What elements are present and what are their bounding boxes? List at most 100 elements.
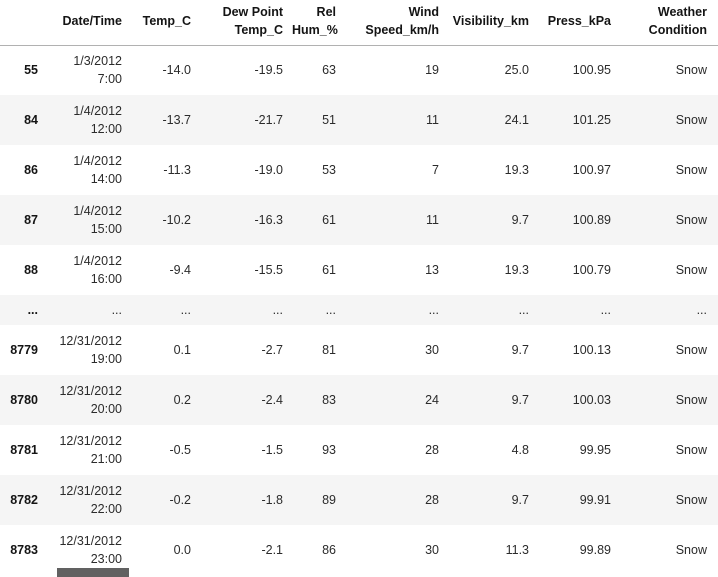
cell-dew-point-temp-c: -16.3 <box>254 213 284 227</box>
cell-temp-c: -10.2 <box>162 213 192 227</box>
cell-weather-condition: Snow <box>675 543 707 557</box>
cell-press-kpa: 100.97 <box>572 163 611 177</box>
cell-weather-condition: Snow <box>675 393 707 407</box>
cell-rel-hum: 89 <box>322 493 336 507</box>
cell-visibility-km: 24.1 <box>504 113 529 127</box>
cell-date-time: 1/3/2012 7:00 <box>73 54 122 87</box>
cell-press-kpa: 99.89 <box>579 543 611 557</box>
cell-date-time: 12/31/2012 20:00 <box>59 384 122 416</box>
cell-date-time: 1/4/2012 14:00 <box>73 154 122 186</box>
column-header-date-time: Date/Time <box>48 0 131 46</box>
cell-press-kpa: 99.91 <box>579 493 611 507</box>
cell-weather-condition: Snow <box>675 63 707 78</box>
cell-rel-hum: 93 <box>322 443 336 457</box>
cell-visibility-km: 11.3 <box>505 543 529 557</box>
cell-weather-condition: ... <box>696 303 707 317</box>
cell-date-time: 12/31/2012 19:00 <box>59 334 122 366</box>
table-row: 86 1/4/2012 14:00 -11.3 -19.0 53 7 19.3 100.97 S… <box>0 145 718 195</box>
cell-weather-condition: Snow <box>675 343 707 357</box>
row-index: 8779 <box>10 343 38 357</box>
cell-press-kpa: ... <box>600 303 611 317</box>
cell-weather-condition: Snow <box>675 113 707 127</box>
cell-date-time: 1/4/2012 15:00 <box>73 204 122 236</box>
table-row: 8783 12/31/2012 23:00 0.0 -2.1 86 30 11.3 99.89… <box>0 525 718 575</box>
row-index: 8782 <box>10 493 38 507</box>
cell-date-time: 1/4/2012 12:00 <box>73 104 122 136</box>
table-row: 8780 12/31/2012 20:00 0.2 -2.4 83 24 9.7 100.03… <box>0 375 718 425</box>
cell-date-time: 12/31/2012 23:00 <box>59 534 122 566</box>
row-index: 8783 <box>10 543 38 557</box>
column-header-dew-point-temp-c: Dew Point Temp_C <box>200 0 292 46</box>
cell-wind-speed-km-h: 11 <box>426 213 439 227</box>
cell-visibility-km: 19.3 <box>504 263 529 277</box>
horizontal-scrollbar-thumb[interactable] <box>57 568 129 577</box>
cell-wind-speed-km-h: 30 <box>425 543 439 557</box>
cell-visibility-km: 9.7 <box>511 393 529 407</box>
column-header-temp-c: Temp_C <box>131 0 200 46</box>
cell-weather-condition: Snow <box>675 263 707 277</box>
cell-visibility-km: 9.7 <box>511 343 529 357</box>
cell-dew-point-temp-c: -19.0 <box>254 163 284 177</box>
cell-temp-c: -14.0 <box>162 63 192 78</box>
cell-visibility-km: 9.7 <box>511 493 529 507</box>
cell-rel-hum: 81 <box>322 343 336 357</box>
cell-weather-condition: Snow <box>675 493 707 507</box>
cell-rel-hum: 83 <box>322 393 336 407</box>
cell-temp-c: 0.1 <box>173 343 191 357</box>
cell-wind-speed-km-h: 24 <box>425 393 439 407</box>
column-header-weather-condition: Weather Condition <box>620 0 718 46</box>
cell-rel-hum: 61 <box>322 263 336 277</box>
table-header: Date/Time Temp_C Dew Point Temp_C Rel Hum_%… <box>0 0 718 46</box>
cell-press-kpa: 100.03 <box>572 393 611 407</box>
cell-weather-condition: Snow <box>675 443 707 457</box>
table-row: 8779 12/31/2012 19:00 0.1 -2.7 81 30 9.7 100.13… <box>0 325 718 375</box>
cell-visibility-km: 9.7 <box>511 213 529 227</box>
cell-rel-hum: 51 <box>322 113 336 127</box>
cell-wind-speed-km-h: ... <box>428 303 439 317</box>
table-row: 55 1/3/2012 7:00 -14.0 -19.5 63 19 25.0 100.95 S… <box>0 45 718 95</box>
cell-visibility-km: 25.0 <box>504 63 529 78</box>
row-index: 88 <box>24 263 38 277</box>
cell-rel-hum: 86 <box>322 543 336 557</box>
column-header-visibility-km: Visibility_km <box>448 0 538 46</box>
table-row: 84 1/4/2012 12:00 -13.7 -21.7 51 11 24.1 101.25… <box>0 95 718 145</box>
cell-dew-point-temp-c: -1.8 <box>261 493 283 507</box>
table-body: 55 1/3/2012 7:00 -14.0 -19.5 63 19 25.0 100.95 S… <box>0 45 718 575</box>
cell-date-time: 12/31/2012 21:00 <box>59 434 122 466</box>
cell-temp-c: 0.0 <box>173 543 191 557</box>
cell-rel-hum: 63 <box>322 63 336 78</box>
cell-press-kpa: 100.95 <box>572 63 611 78</box>
cell-visibility-km: 19.3 <box>504 163 529 177</box>
cell-date-time: ... <box>111 303 122 317</box>
table-row: 88 1/4/2012 16:00 -9.4 -15.5 61 13 19.3 100.79 S… <box>0 245 718 295</box>
cell-visibility-km: ... <box>518 303 529 317</box>
cell-temp-c: -9.4 <box>169 263 191 277</box>
cell-press-kpa: 99.95 <box>579 443 611 457</box>
table-row: 8782 12/31/2012 22:00 -0.2 -1.8 89 28 9.7 99.91… <box>0 475 718 525</box>
cell-wind-speed-km-h: 28 <box>425 493 439 507</box>
row-index: 8781 <box>10 443 38 457</box>
row-index: 55 <box>24 63 38 78</box>
row-index: 84 <box>24 113 38 127</box>
cell-weather-condition: Snow <box>675 163 707 177</box>
cell-wind-speed-km-h: 11 <box>426 113 439 127</box>
cell-dew-point-temp-c: -21.7 <box>254 113 284 127</box>
column-header-index <box>0 0 48 46</box>
cell-press-kpa: 100.89 <box>572 213 611 227</box>
cell-weather-condition: Snow <box>675 213 707 227</box>
cell-dew-point-temp-c: -1.5 <box>261 443 283 457</box>
cell-temp-c: -0.2 <box>169 493 191 507</box>
row-index: 8780 <box>10 393 38 407</box>
column-header-rel-hum: Rel Hum_% <box>292 0 345 46</box>
cell-dew-point-temp-c: -19.5 <box>254 63 284 78</box>
cell-temp-c: 0.2 <box>173 393 191 407</box>
cell-wind-speed-km-h: 7 <box>432 163 439 177</box>
cell-rel-hum: 61 <box>322 213 336 227</box>
cell-temp-c: -11.3 <box>163 163 191 177</box>
row-index: 86 <box>24 163 38 177</box>
cell-dew-point-temp-c: -15.5 <box>254 263 284 277</box>
cell-wind-speed-km-h: 28 <box>425 443 439 457</box>
cell-wind-speed-km-h: 30 <box>425 343 439 357</box>
row-index: ... <box>27 303 38 317</box>
